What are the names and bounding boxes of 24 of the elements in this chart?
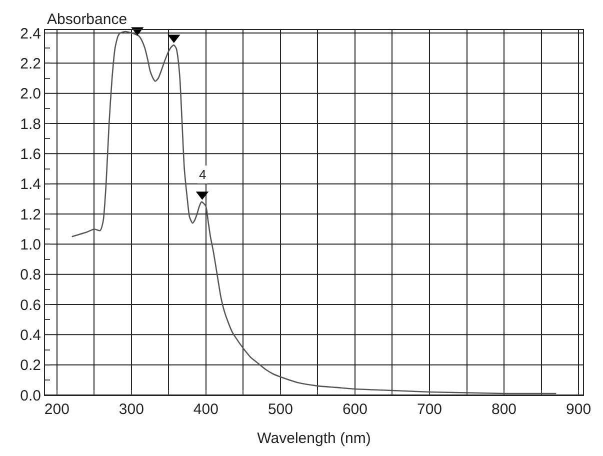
x-tick-label: 400 (193, 401, 218, 418)
x-tick-label: 800 (491, 401, 517, 418)
y-tick-label: 2.2 (20, 55, 41, 72)
y-tick-label: 0.6 (20, 296, 41, 314)
y-tick-label: 1.6 (20, 146, 41, 163)
y-tick-label: 1.0 (20, 236, 41, 254)
y-tick-label: 0.4 (20, 326, 41, 344)
x-tick-label: 200 (44, 401, 70, 418)
x-tick-label: 300 (118, 401, 144, 418)
x-tick-label: 700 (416, 401, 442, 418)
annotation: 4 (199, 167, 206, 182)
text: 0.0 (20, 387, 41, 404)
y-tick-label: 2.0 (20, 86, 41, 103)
x-axis-title: Wavelength (nm) (257, 430, 371, 447)
y-tick-label: 0.2 (20, 357, 41, 374)
y-axis-title: Absorbance (47, 11, 128, 28)
y-tick-label: 2.4 (20, 25, 41, 42)
y-tick-label: 1.4 (20, 176, 41, 194)
y-tick-label: 1.8 (20, 116, 41, 133)
x-tick-label: 900 (566, 401, 592, 418)
y-tick-label: 1.2 (20, 206, 41, 224)
y-tick-label: 0.8 (20, 266, 41, 284)
x-tick-label: 500 (268, 401, 293, 418)
x-tick-label: 600 (342, 401, 368, 418)
